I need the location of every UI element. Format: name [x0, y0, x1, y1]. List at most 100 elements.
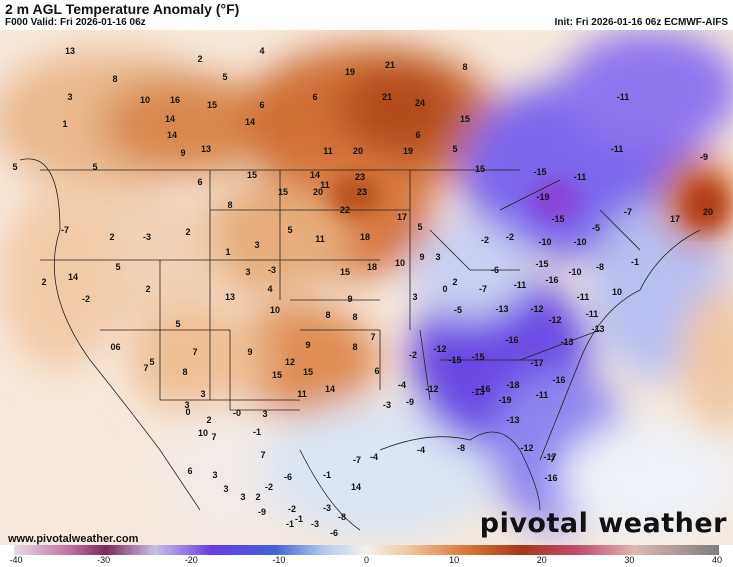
anomaly-label: 3	[223, 484, 228, 494]
anomaly-label: -1	[253, 427, 261, 437]
anomaly-label: 21	[382, 92, 392, 102]
borders	[19, 158, 701, 531]
anomaly-label: 1	[62, 119, 67, 129]
anomaly-label: 6	[115, 342, 120, 352]
anomaly-label: -9	[700, 152, 708, 162]
anomaly-label: 5	[417, 222, 422, 232]
anomaly-label: -3	[311, 519, 319, 529]
anomaly-label: -11	[514, 280, 527, 290]
anomaly-label: 2	[185, 227, 190, 237]
anomaly-label: 5	[92, 162, 97, 172]
anomaly-label: 24	[415, 98, 425, 108]
anomaly-label: 13	[225, 292, 235, 302]
anomaly-label: 14	[310, 170, 320, 180]
anomaly-label: 15	[247, 170, 257, 180]
header: 2 m AGL Temperature Anomaly (°F) F000 Va…	[0, 0, 733, 30]
colorbar-tick: 10	[449, 555, 460, 565]
anomaly-label: -17	[530, 358, 543, 368]
anomaly-label: 11	[297, 389, 307, 399]
anomaly-label: 9	[247, 347, 252, 357]
anomaly-label: 19	[403, 146, 413, 156]
anomaly-label: 6	[259, 100, 264, 110]
anomaly-label: 7	[143, 363, 148, 373]
anomaly-label: 9	[305, 340, 310, 350]
anomaly-label: -12	[530, 304, 543, 314]
anomaly-label: -5	[454, 305, 462, 315]
anomaly-label: 2	[145, 284, 150, 294]
anomaly-label: -7	[61, 225, 69, 235]
colorbar-tick: -20	[184, 555, 198, 565]
anomaly-label: 14	[165, 114, 175, 124]
anomaly-label: 5	[12, 162, 17, 172]
anomaly-label: 3	[245, 267, 250, 277]
anomaly-label: 21	[385, 60, 395, 70]
brand-logo: pivotal weather	[479, 508, 727, 539]
map-svg	[0, 30, 733, 545]
anomaly-label: -13	[471, 387, 484, 397]
anomaly-label: -1	[286, 519, 294, 529]
anomaly-label: 14	[245, 117, 255, 127]
anomaly-label: -16	[477, 384, 490, 394]
anomaly-label: 15	[475, 164, 485, 174]
anomaly-label: -9	[258, 507, 266, 517]
anomaly-map: 13 8 2 4 3 10 16 5 14 15 6 1 14 14 9 13 19 21 8 6 21 24 15 11 20…	[0, 30, 733, 545]
anomaly-label: -7	[624, 207, 632, 217]
anomaly-label: -16	[544, 473, 557, 483]
anomaly-label: 3	[435, 252, 440, 262]
anomaly-label: -15	[471, 352, 484, 362]
anomaly-label: -7	[353, 455, 361, 465]
anomaly-label: -16	[552, 375, 565, 385]
anomaly-label: 10	[612, 287, 622, 297]
anomaly-label: 2	[452, 277, 457, 287]
anomaly-label: 11	[320, 180, 330, 190]
anomaly-label: 2	[41, 277, 46, 287]
anomaly-label: 15	[272, 370, 282, 380]
anomaly-label: -6	[284, 472, 292, 482]
anomaly-label: 7	[211, 432, 216, 442]
anomaly-label: 7	[192, 347, 197, 357]
anomaly-label: 20	[703, 207, 713, 217]
anomaly-label: 5	[175, 319, 180, 329]
anomaly-label: 5	[115, 262, 120, 272]
anomaly-label: 15	[207, 100, 217, 110]
valid-time: F000 Valid: Fri 2026-01-16 06z	[5, 17, 146, 28]
colorbar-tick: 40	[711, 555, 723, 565]
anomaly-label: -11	[586, 309, 599, 319]
anomaly-label: 14	[68, 272, 78, 282]
anomaly-label: 8	[182, 367, 187, 377]
colorbar-ticks: -40 -30 -20 -10 0 10 20 30 40	[0, 555, 733, 567]
anomaly-label: -2	[82, 294, 90, 304]
anomaly-label: -1	[631, 257, 639, 267]
anomaly-label: -1	[295, 514, 303, 524]
anomaly-label: -6	[330, 528, 338, 538]
anomaly-label: 12	[285, 357, 295, 367]
anomaly-label: 13	[65, 46, 75, 56]
anomaly-label: 10	[270, 305, 280, 315]
anomaly-label: -13	[495, 304, 508, 314]
anomaly-label: 3	[254, 240, 259, 250]
anomaly-label: -16	[505, 335, 518, 345]
anomaly-label: -4	[370, 452, 378, 462]
anomaly-label: -7	[479, 284, 487, 294]
anomaly-label: -5	[592, 223, 600, 233]
anomaly-label: 13	[201, 144, 211, 154]
anomaly-label: 0	[110, 342, 115, 352]
anomaly-label: 3	[240, 492, 245, 502]
anomaly-label: -12	[548, 315, 561, 325]
anomaly-label: 14	[167, 130, 177, 140]
anomaly-label: 8	[112, 74, 117, 84]
colorbar-tick: 20	[536, 555, 547, 565]
anomaly-label: 0	[185, 407, 190, 417]
anomaly-label: 5	[287, 225, 292, 235]
colorbar-tick: -40	[9, 555, 23, 565]
anomaly-label: 15	[460, 114, 470, 124]
anomaly-label: 2	[197, 54, 202, 64]
anomaly-label: 8	[227, 200, 232, 210]
anomaly-label: 17	[670, 214, 680, 224]
anomaly-label: 4	[259, 46, 264, 56]
anomaly-label: 2	[255, 492, 260, 502]
anomaly-label: 1	[225, 247, 230, 257]
anomaly-label: -18	[506, 380, 519, 390]
anomaly-label: 16	[170, 95, 180, 105]
